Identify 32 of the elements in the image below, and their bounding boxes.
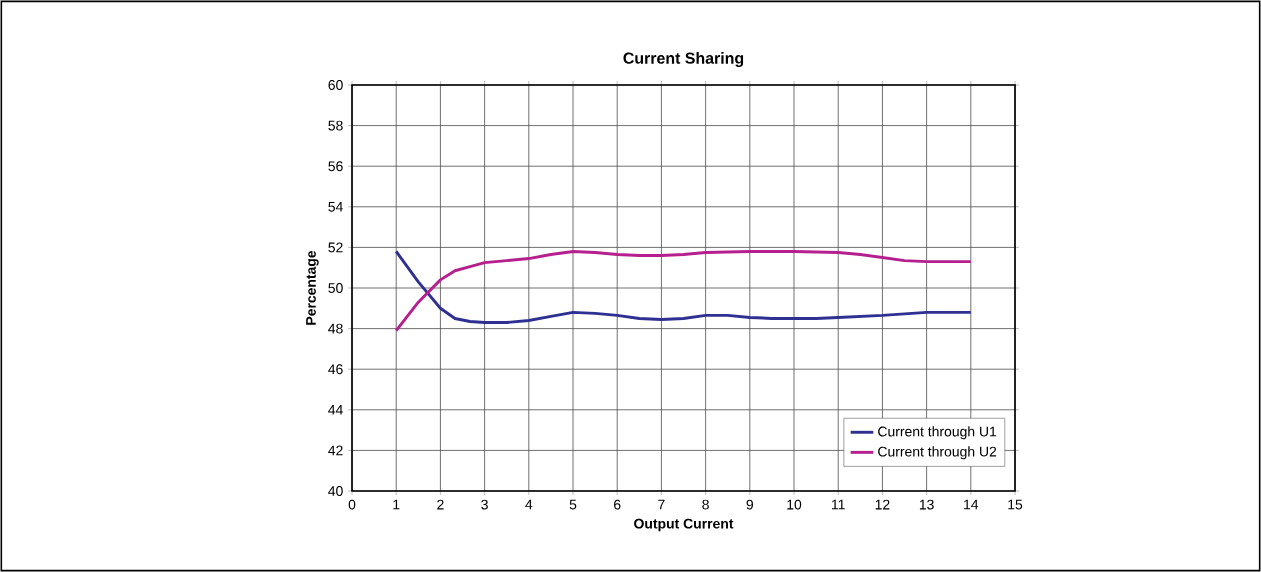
x-tick-label: 0 xyxy=(348,499,356,510)
x-tick-label: 3 xyxy=(481,499,488,510)
y-tick-label: 52 xyxy=(328,242,343,253)
x-tick-label: 12 xyxy=(875,499,890,510)
y-tick-label: 50 xyxy=(328,283,343,293)
x-tick-label: 5 xyxy=(569,499,577,510)
x-tick-label: 14 xyxy=(964,499,979,510)
x-tick-label: 15 xyxy=(1008,499,1023,510)
y-tick-label: 54 xyxy=(328,201,343,212)
y-tick-label: 58 xyxy=(328,120,343,131)
y-tick-label: 56 xyxy=(328,161,343,172)
legend-label: Current through U2 xyxy=(878,446,997,460)
x-tick-label: 2 xyxy=(437,499,444,510)
legend-label: Current through U1 xyxy=(878,426,997,440)
y-tick-label: 60 xyxy=(328,80,343,90)
y-tick-label: 46 xyxy=(328,364,343,375)
x-tick-label: 8 xyxy=(702,499,709,510)
x-tick-label: 11 xyxy=(832,499,845,510)
x-axis-title: Output Current xyxy=(634,518,734,532)
x-tick-label: 10 xyxy=(787,499,802,510)
y-tick-label: 42 xyxy=(328,445,343,456)
x-tick-label: 4 xyxy=(525,499,533,510)
x-tick-label: 7 xyxy=(658,499,665,510)
x-tick-label: 13 xyxy=(919,499,934,510)
chart-title: Current Sharing xyxy=(623,52,744,68)
y-tick-label: 40 xyxy=(328,486,343,496)
x-tick-label: 6 xyxy=(614,499,621,510)
y-tick-label: 44 xyxy=(328,405,343,415)
x-tick-label: 9 xyxy=(746,499,754,510)
x-tick-label: 1 xyxy=(393,499,400,510)
y-axis-title: Percentage xyxy=(306,250,319,325)
y-tick-label: 48 xyxy=(328,323,343,334)
